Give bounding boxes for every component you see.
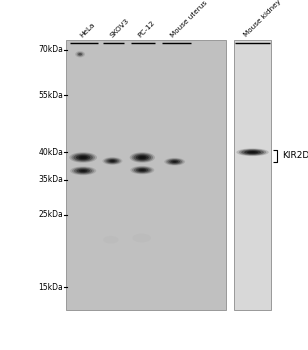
Ellipse shape <box>111 160 114 162</box>
Ellipse shape <box>164 158 185 166</box>
Ellipse shape <box>109 160 116 162</box>
Ellipse shape <box>140 169 144 171</box>
Ellipse shape <box>138 169 146 172</box>
Text: SKOV3: SKOV3 <box>109 17 130 38</box>
Ellipse shape <box>134 167 151 173</box>
Ellipse shape <box>79 169 87 172</box>
Ellipse shape <box>74 168 92 174</box>
Ellipse shape <box>70 166 96 175</box>
Text: 25kDa: 25kDa <box>38 210 63 219</box>
Ellipse shape <box>130 152 155 163</box>
Text: 35kDa: 35kDa <box>38 175 63 184</box>
Ellipse shape <box>79 156 88 159</box>
Ellipse shape <box>239 149 266 155</box>
Ellipse shape <box>107 159 118 163</box>
Ellipse shape <box>167 159 182 164</box>
Text: KIR2DL4: KIR2DL4 <box>282 151 308 160</box>
Ellipse shape <box>69 152 97 163</box>
Ellipse shape <box>244 150 261 154</box>
Text: 70kDa: 70kDa <box>38 45 63 54</box>
Ellipse shape <box>136 155 149 160</box>
Ellipse shape <box>76 168 90 173</box>
Ellipse shape <box>241 149 264 155</box>
Ellipse shape <box>169 160 180 164</box>
Ellipse shape <box>133 154 151 161</box>
Ellipse shape <box>102 157 123 165</box>
Ellipse shape <box>77 52 83 56</box>
Text: HeLa: HeLa <box>79 21 96 38</box>
Ellipse shape <box>247 151 258 154</box>
Ellipse shape <box>75 51 85 57</box>
Text: 40kDa: 40kDa <box>38 148 63 157</box>
Ellipse shape <box>250 152 255 153</box>
Ellipse shape <box>237 148 269 156</box>
Ellipse shape <box>105 158 120 164</box>
Ellipse shape <box>104 158 121 164</box>
Ellipse shape <box>166 159 184 165</box>
Bar <box>66 40 226 310</box>
Ellipse shape <box>78 53 82 56</box>
Ellipse shape <box>103 236 119 244</box>
Ellipse shape <box>74 154 93 161</box>
Ellipse shape <box>132 167 152 174</box>
Ellipse shape <box>76 155 90 160</box>
Ellipse shape <box>132 234 151 243</box>
Ellipse shape <box>130 166 154 174</box>
Ellipse shape <box>81 156 86 159</box>
Text: 55kDa: 55kDa <box>38 91 63 100</box>
Text: Mouse kidney: Mouse kidney <box>243 0 283 38</box>
Ellipse shape <box>173 161 176 162</box>
Ellipse shape <box>171 160 178 163</box>
Ellipse shape <box>71 153 95 162</box>
Text: 15kDa: 15kDa <box>38 282 63 292</box>
Bar <box>234 40 271 310</box>
Ellipse shape <box>81 170 86 172</box>
Text: Mouse uterus: Mouse uterus <box>169 0 209 38</box>
Ellipse shape <box>140 156 144 159</box>
Ellipse shape <box>138 156 147 159</box>
Ellipse shape <box>132 153 153 162</box>
Ellipse shape <box>136 168 148 172</box>
Text: PC-12: PC-12 <box>137 19 156 38</box>
Ellipse shape <box>72 167 94 175</box>
